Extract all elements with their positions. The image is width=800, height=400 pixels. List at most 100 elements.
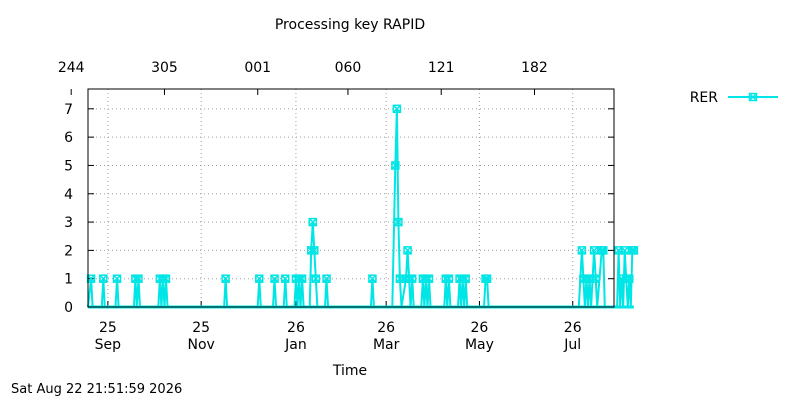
data-point-box [270,274,279,283]
x2-tick-label: 305 [151,60,178,76]
data-point-cross [590,246,599,255]
data-point-cross [87,274,96,283]
y-tick-label: 6 [64,130,73,146]
data-point-cross [134,274,143,283]
legend-label-rer: RER [690,90,719,106]
x-tick-label-month: Jul [563,337,581,353]
data-point-box [322,274,331,283]
series-layer [86,104,639,309]
data-point [99,274,108,283]
data-point-box [310,246,319,255]
data-point [311,274,321,283]
y-tick-label: 2 [64,243,73,259]
data-point-box [161,274,171,283]
chart-title: Processing key RAPID [275,17,425,33]
data-point-cross [368,274,377,283]
data-point-cross [113,274,122,283]
data-point-cross [394,218,403,227]
data-point-cross [599,246,608,255]
x-tick-label-day: 26 [287,320,305,336]
data-point [391,161,400,170]
grid [88,89,614,307]
x-tick-label-month: May [465,337,494,353]
data-point [255,274,264,283]
data-point-cross [161,274,171,283]
data-point-cross [629,246,638,255]
data-point-cross [322,274,331,283]
data-point [308,217,318,227]
data-point-box [112,274,122,283]
data-point-cross [270,274,279,283]
data-point-box [591,274,600,283]
data-point [407,274,417,283]
data-point [368,274,377,283]
legend-marker-rer [748,92,758,102]
data-point [599,246,608,255]
y-tick-label: 7 [64,102,73,118]
data-point-cross [99,274,108,283]
data-point [424,274,434,283]
y-tick-label: 0 [64,300,73,316]
data-point-box [577,246,587,255]
data-point [221,274,230,283]
data-point-cross [408,274,417,283]
plot-border [87,88,615,308]
data-point-cross [591,274,600,283]
data-point [297,274,307,283]
data-point-box [614,246,623,255]
data-point-box [482,274,492,283]
data-point [134,274,143,283]
data-point-cross [308,218,317,227]
data-point-cross [403,246,412,255]
x-tick-label-day: 26 [471,320,489,336]
data-point-cross [461,274,470,283]
data-point-box [255,274,264,283]
data-point-cross [281,274,290,283]
x2-tick-label: 244 [58,60,85,76]
data-point-cross [620,246,629,255]
data-point-cross [311,274,320,283]
footer-timestamp: Sat Aug 22 21:51:59 2026 [11,382,183,397]
data-point-box [311,274,321,283]
data-point [589,246,599,255]
x-tick-label-month: Nov [187,337,214,353]
data-point-box [308,217,318,227]
data-point-box [461,274,470,283]
data-point [625,274,634,283]
data-point-cross [577,246,586,255]
x-tick-label-day: 25 [192,320,210,336]
data-point-cross [483,274,492,283]
y-tick-label: 3 [64,215,73,231]
data-point-box [599,246,608,255]
data-point [322,274,331,283]
y-tick-label: 1 [64,272,73,288]
ticks: 0123456725Sep25Nov26Jan26Mar26May26Jul24… [58,60,614,353]
x-tick-label-month: Sep [95,337,122,353]
data-point [403,246,412,255]
x-tick-label-day: 25 [99,320,117,336]
data-point-cross [392,104,401,113]
data-point [161,274,171,283]
data-point-box [395,274,405,283]
data-point-box [585,274,594,283]
data-point-box [221,274,230,283]
data-point-cross [310,246,319,255]
x2-tick-label: 121 [428,60,455,76]
data-point-box [391,161,400,170]
data-point-box [424,274,434,283]
data-point-box [403,246,412,255]
x2-tick-label: 182 [521,60,548,76]
x-tick-label-month: Mar [373,337,400,353]
data-point [629,246,639,255]
x-axis-label: Time [332,363,367,379]
data-point [281,274,290,283]
data-point-box [629,246,639,255]
data-point [394,217,403,227]
data-point-cross [625,274,634,283]
data-point [112,274,122,283]
data-point-cross [298,274,307,283]
data-point-box [407,274,417,283]
x2-tick-label: 001 [244,60,271,76]
x2-tick-label: 060 [335,60,362,76]
data-point-cross [255,274,264,283]
